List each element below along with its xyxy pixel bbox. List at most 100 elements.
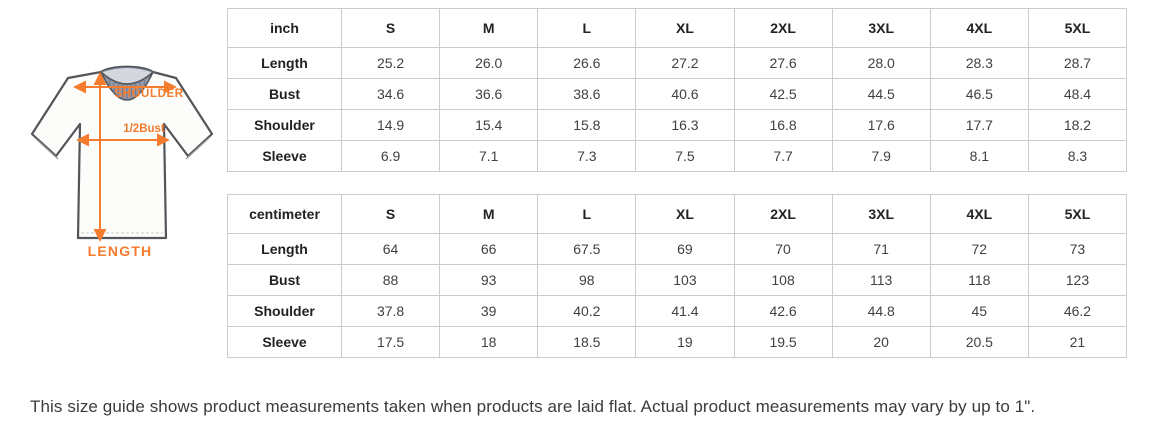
size-column-header: M <box>439 8 539 48</box>
measurement-value-cell: 44.8 <box>831 295 931 327</box>
size-column-header: 4XL <box>929 194 1029 234</box>
size-guide-note: This size guide shows product measuremen… <box>30 397 1036 416</box>
measurement-value-cell: 34.6 <box>340 78 441 110</box>
measurement-value-cell: 37.8 <box>340 295 441 327</box>
size-column-header: M <box>439 194 539 234</box>
size-table-header-row: centimeter S M L XL 2XL 3XL 4XL 5XL <box>227 194 1128 234</box>
measurement-value-cell: 15.4 <box>439 109 539 141</box>
measurement-value-cell: 27.6 <box>733 47 833 79</box>
measurement-value-cell: 123 <box>1027 264 1128 296</box>
measurement-row: Sleeve 6.9 7.1 7.3 7.5 7.7 7.9 8.1 8.3 <box>227 140 1128 172</box>
measurement-value-cell: 103 <box>635 264 735 296</box>
measurement-value-cell: 72 <box>929 233 1029 265</box>
measurement-value-cell: 16.8 <box>733 109 833 141</box>
measurement-value-cell: 20 <box>831 326 931 358</box>
measurement-value-cell: 16.3 <box>635 109 735 141</box>
measurement-row: Bust 34.6 36.6 38.6 40.6 42.5 44.5 46.5 48.4 <box>227 78 1128 110</box>
measurement-value-cell: 88 <box>340 264 441 296</box>
measurement-value-cell: 42.6 <box>733 295 833 327</box>
measurement-value-cell: 93 <box>439 264 539 296</box>
measurement-value-cell: 48.4 <box>1027 78 1128 110</box>
size-column-header: 2XL <box>733 194 833 234</box>
measurement-row-label: Length <box>227 233 342 265</box>
length-label: LENGTH <box>88 243 153 259</box>
measurement-value-cell: 40.6 <box>635 78 735 110</box>
size-column-header: XL <box>635 8 735 48</box>
size-column-header: 5XL <box>1027 194 1128 234</box>
measurement-value-cell: 64 <box>340 233 441 265</box>
measurement-value-cell: 45 <box>929 295 1029 327</box>
measurement-row-label: Bust <box>227 78 342 110</box>
measurement-value-cell: 17.6 <box>831 109 931 141</box>
size-column-header: 3XL <box>831 194 931 234</box>
measurement-value-cell: 20.5 <box>929 326 1029 358</box>
size-column-header: 3XL <box>831 8 931 48</box>
measurement-value-cell: 73 <box>1027 233 1128 265</box>
measurement-value-cell: 113 <box>831 264 931 296</box>
measurement-row-label: Sleeve <box>227 140 342 172</box>
size-table-inch: inch S M L XL 2XL 3XL 4XL 5XL Length 25.2 26.0 26.6 2… <box>227 8 1128 172</box>
measurement-value-cell: 19 <box>635 326 735 358</box>
measurement-value-cell: 98 <box>537 264 637 296</box>
measurement-value-cell: 71 <box>831 233 931 265</box>
measurement-value-cell: 6.9 <box>340 140 441 172</box>
measurement-row: Length 64 66 67.5 69 70 71 72 73 <box>227 233 1128 265</box>
measurement-value-cell: 7.7 <box>733 140 833 172</box>
measurement-value-cell: 26.0 <box>439 47 539 79</box>
measurement-value-cell: 25.2 <box>340 47 441 79</box>
size-column-header: 2XL <box>733 8 833 48</box>
half-bust-label: 1/2Bust <box>123 123 165 135</box>
measurement-value-cell: 18.2 <box>1027 109 1128 141</box>
measurement-value-cell: 44.5 <box>831 78 931 110</box>
unit-label: centimeter <box>227 194 342 234</box>
measurement-value-cell: 118 <box>929 264 1029 296</box>
size-column-header: L <box>537 8 637 48</box>
size-column-header: S <box>340 194 441 234</box>
tshirt-body <box>30 65 214 240</box>
measurement-row-label: Shoulder <box>227 295 342 327</box>
size-tables: inch S M L XL 2XL 3XL 4XL 5XL Length 25.2 26.0 26.6 2… <box>227 8 1128 358</box>
measurement-value-cell: 18.5 <box>537 326 637 358</box>
measurement-row: Shoulder 37.8 39 40.2 41.4 42.6 44.8 45 46.2 <box>227 295 1128 327</box>
measurement-value-cell: 26.6 <box>537 47 637 79</box>
size-column-header: L <box>537 194 637 234</box>
measurement-value-cell: 46.2 <box>1027 295 1128 327</box>
measurement-value-cell: 41.4 <box>635 295 735 327</box>
measurement-value-cell: 21 <box>1027 326 1128 358</box>
measurement-row: Sleeve 17.5 18 18.5 19 19.5 20 20.5 21 <box>227 326 1128 358</box>
measurement-value-cell: 28.0 <box>831 47 931 79</box>
size-column-header: 4XL <box>929 8 1029 48</box>
measurement-value-cell: 8.1 <box>929 140 1029 172</box>
size-table-header-row: inch S M L XL 2XL 3XL 4XL 5XL <box>227 8 1128 48</box>
shoulder-label: SHOULDER <box>114 88 183 100</box>
measurement-value-cell: 42.5 <box>733 78 833 110</box>
measurement-value-cell: 27.2 <box>635 47 735 79</box>
measurement-value-cell: 17.5 <box>340 326 441 358</box>
left-cuff-line <box>34 137 59 160</box>
measurement-value-cell: 28.7 <box>1027 47 1128 79</box>
measurement-value-cell: 7.9 <box>831 140 931 172</box>
measurement-value-cell: 8.3 <box>1027 140 1128 172</box>
measurement-row: Bust 88 93 98 103 108 113 118 123 <box>227 264 1128 296</box>
measurement-row-label: Length <box>227 47 342 79</box>
measurement-row-label: Shoulder <box>227 109 342 141</box>
measurement-value-cell: 70 <box>733 233 833 265</box>
size-column-header: S <box>340 8 441 48</box>
tshirt-measurement-diagram: SHOULDER 1/2Bust LENGTH <box>16 58 220 270</box>
measurement-row: Length 25.2 26.0 26.6 27.2 27.6 28.0 28.3 28.7 <box>227 47 1128 79</box>
measurement-row: Shoulder 14.9 15.4 15.8 16.3 16.8 17.6 17.7 18.2 <box>227 109 1128 141</box>
measurement-value-cell: 36.6 <box>439 78 539 110</box>
measurement-value-cell: 7.3 <box>537 140 637 172</box>
measurement-value-cell: 17.7 <box>929 109 1029 141</box>
measurement-value-cell: 19.5 <box>733 326 833 358</box>
size-column-header: XL <box>635 194 735 234</box>
right-cuff-line <box>185 137 210 160</box>
measurement-value-cell: 7.1 <box>439 140 539 172</box>
size-column-header: 5XL <box>1027 8 1128 48</box>
measurement-value-cell: 69 <box>635 233 735 265</box>
measurement-value-cell: 108 <box>733 264 833 296</box>
measurement-value-cell: 28.3 <box>929 47 1029 79</box>
measurement-value-cell: 38.6 <box>537 78 637 110</box>
measurement-value-cell: 67.5 <box>537 233 637 265</box>
